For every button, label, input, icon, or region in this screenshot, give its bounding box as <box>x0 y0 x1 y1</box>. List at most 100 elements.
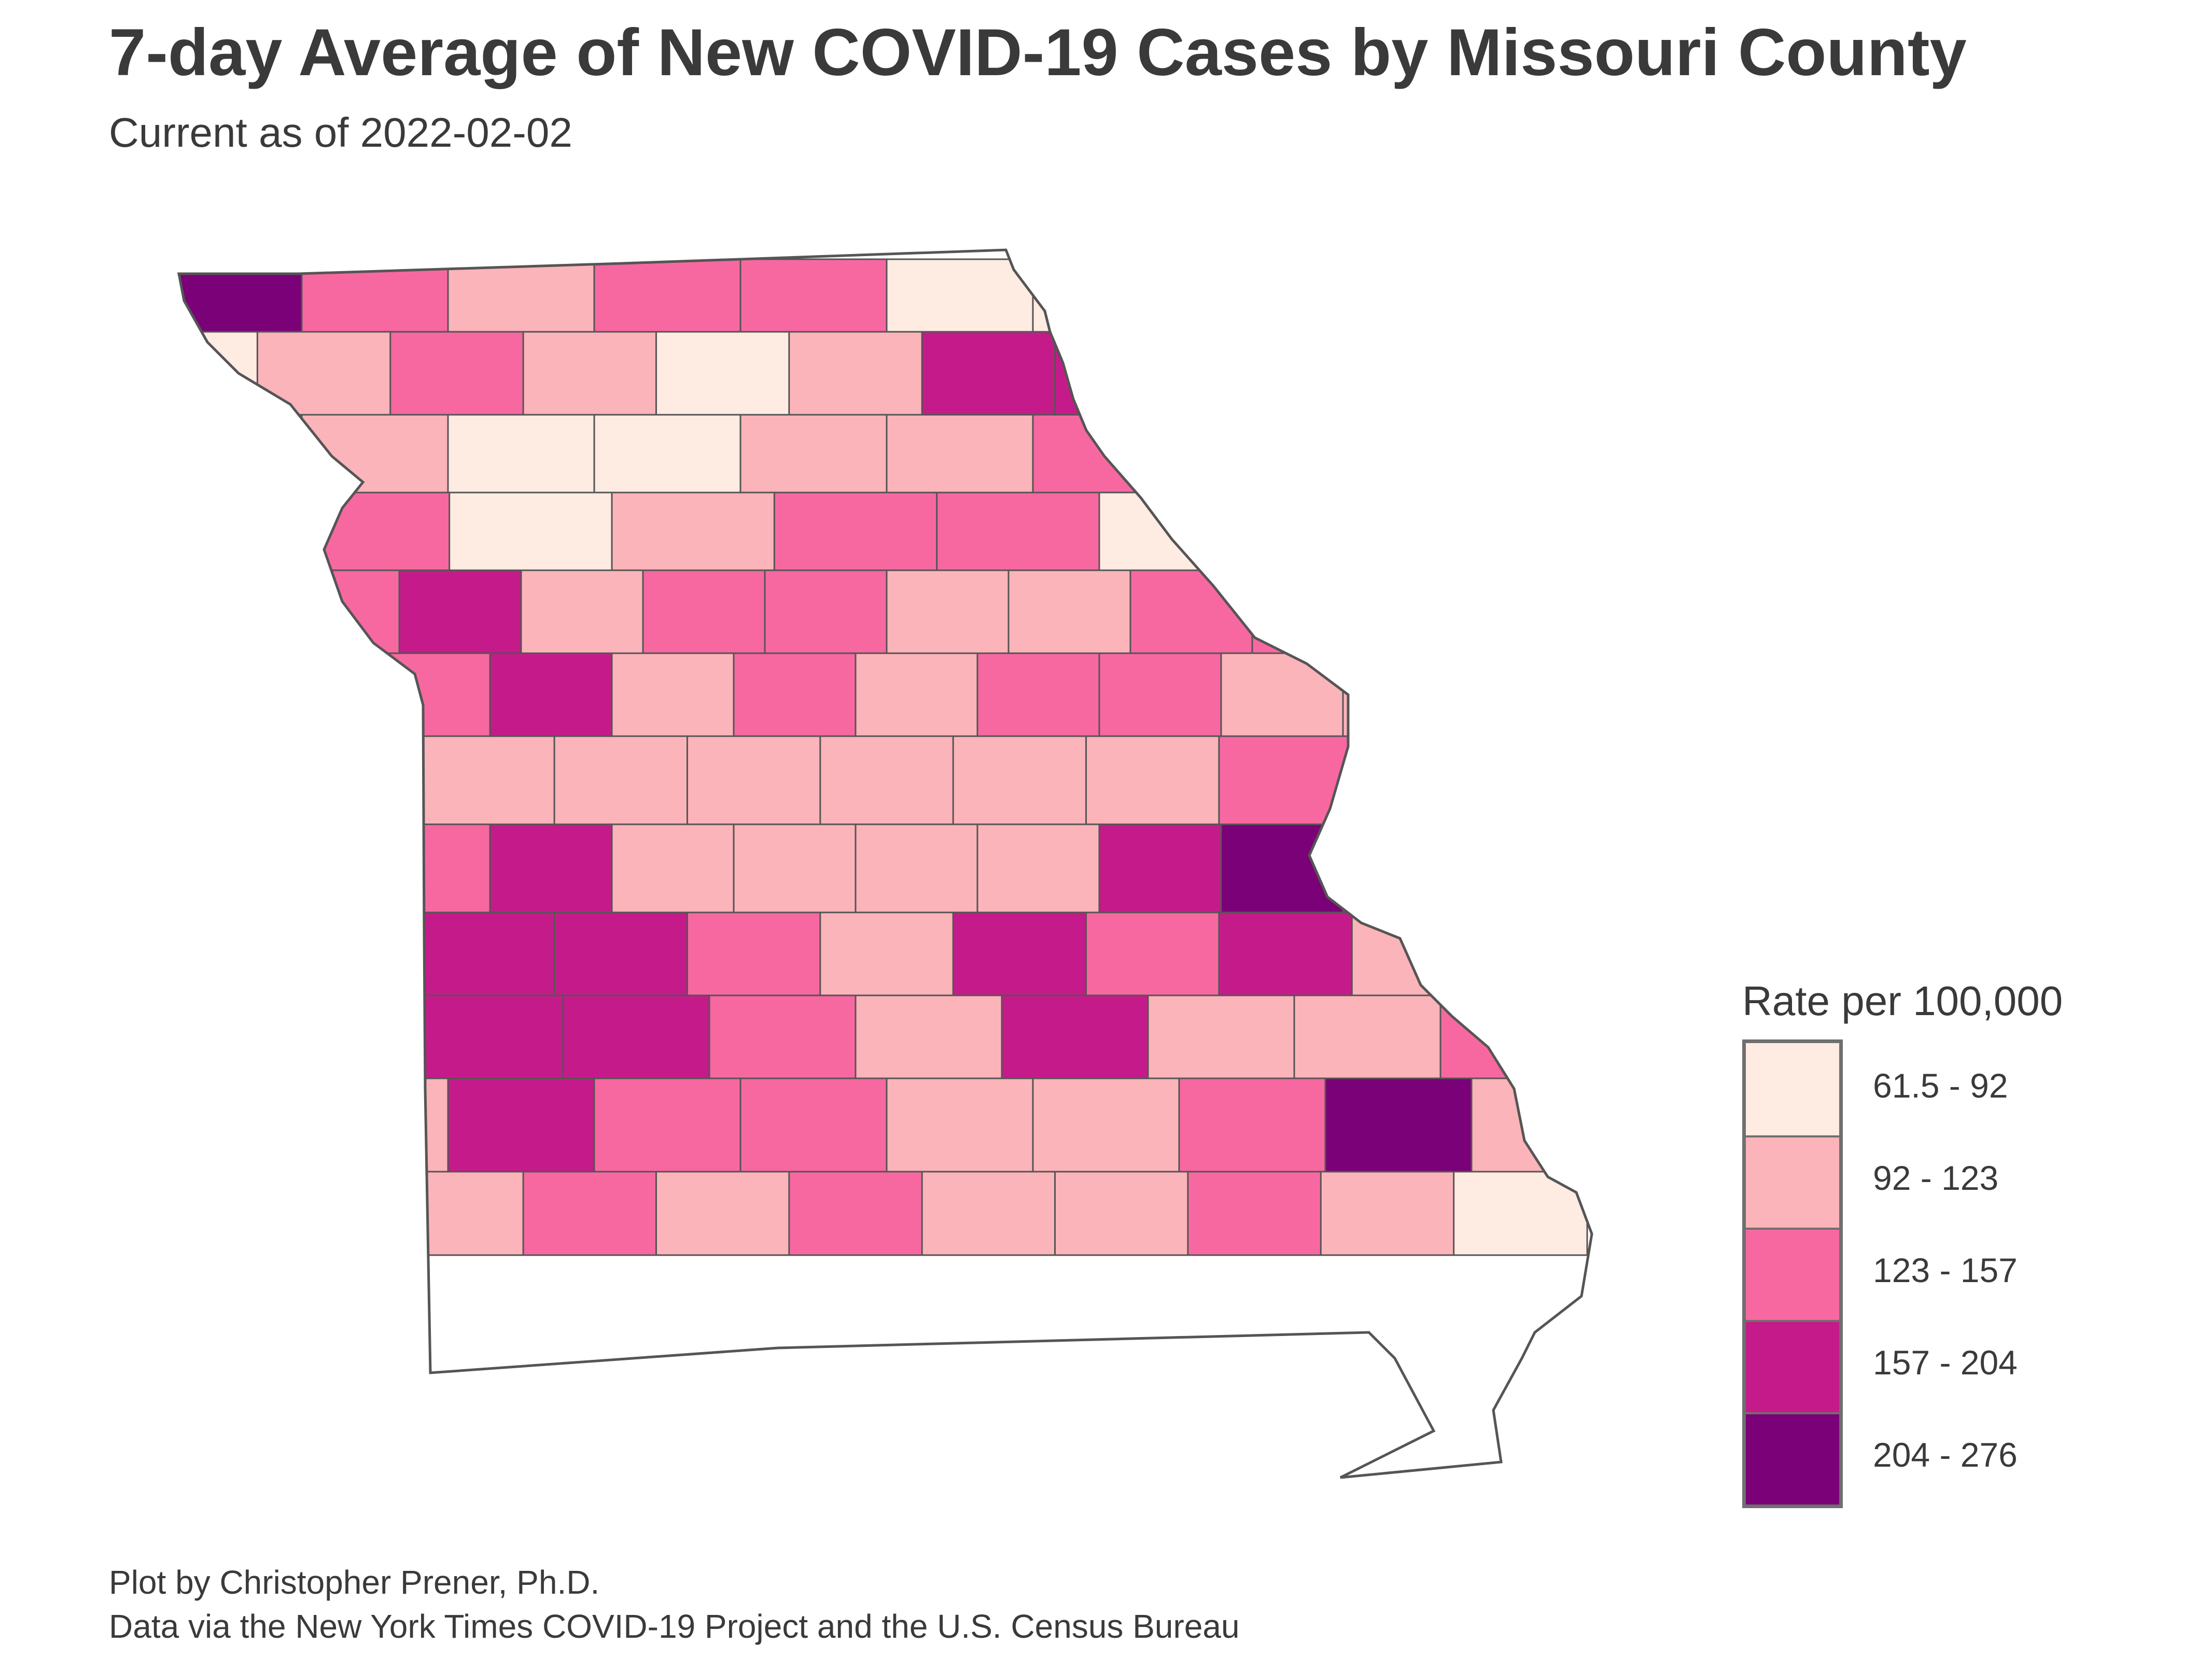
county-cell <box>686 911 822 997</box>
county-cell <box>1261 491 1426 572</box>
county-cell <box>1324 414 1473 494</box>
county-cell <box>1320 331 1455 416</box>
county-cell <box>1178 414 1327 494</box>
county-cell <box>788 1171 923 1256</box>
county-cell <box>421 911 556 997</box>
map-subtitle: Current as of 2022-02-02 <box>109 109 572 156</box>
county-cell <box>1342 823 1466 914</box>
county-cell <box>655 331 791 416</box>
county-cell <box>686 735 822 826</box>
county-cell <box>245 823 370 914</box>
county-cell <box>886 569 1010 655</box>
county-cell <box>733 823 857 914</box>
county-cell <box>1293 994 1442 1080</box>
county-cell <box>447 258 596 333</box>
county-cell <box>553 911 689 997</box>
county-cell <box>421 735 556 826</box>
county-cell <box>855 823 979 914</box>
county-cell <box>270 994 418 1080</box>
map-title: 7-day Average of New COVID-19 Cases by M… <box>109 16 1967 90</box>
county-cell <box>886 414 1034 494</box>
county-cell <box>179 414 303 494</box>
county-cell <box>179 911 290 997</box>
legend-swatch-2 <box>1746 1135 1839 1228</box>
county-cell <box>1320 1171 1455 1256</box>
county-cell <box>739 414 888 494</box>
county-cell <box>1453 331 1588 416</box>
county-cell <box>1484 911 1592 997</box>
county-cell <box>611 491 776 572</box>
county-cell <box>1054 1171 1189 1256</box>
county-cell <box>179 258 303 333</box>
county-cell <box>1220 652 1345 738</box>
county-cell <box>179 491 319 572</box>
legend-swatch-4 <box>1746 1320 1839 1412</box>
county-cell <box>389 1171 525 1256</box>
county-cell <box>1178 258 1327 333</box>
county-cell <box>1484 735 1592 826</box>
county-cell <box>1032 258 1181 333</box>
county-cell <box>522 331 657 416</box>
county-cell <box>179 735 290 826</box>
county-cell <box>1187 331 1322 416</box>
county-cell <box>1085 735 1221 826</box>
county-cell <box>773 491 939 572</box>
county-cell <box>447 1077 596 1173</box>
county-cell <box>788 331 923 416</box>
county-cell <box>1342 652 1466 738</box>
county-cell <box>416 994 565 1080</box>
county-cell <box>739 258 888 333</box>
county-cell <box>553 735 689 826</box>
county-cell <box>1098 652 1223 738</box>
county-cell <box>708 994 857 1080</box>
county-cell <box>855 994 1003 1080</box>
county-cell <box>1324 1077 1473 1173</box>
county-cell <box>179 1077 303 1173</box>
county-cell <box>256 331 392 416</box>
county-cell <box>952 911 1088 997</box>
county-cell <box>886 258 1034 333</box>
county-cell <box>642 569 766 655</box>
county-cell <box>733 652 857 738</box>
county-cell <box>936 491 1101 572</box>
county-cell <box>489 652 613 738</box>
county-cell <box>367 652 492 738</box>
caption-author: Plot by Christopher Prener, Ph.D. <box>109 1564 600 1601</box>
county-cell <box>1373 569 1497 655</box>
county-cell <box>179 652 279 738</box>
county-cell <box>367 823 492 914</box>
county-cell <box>855 652 979 738</box>
county-cells <box>179 258 1592 1256</box>
county-cell <box>593 258 742 333</box>
county-cell <box>1220 823 1345 914</box>
legend-label-2: 92 - 123 <box>1873 1159 1999 1197</box>
county-cell <box>1251 569 1376 655</box>
county-cell <box>976 652 1101 738</box>
legend: Rate per 100,000 61.5 - 92 92 - 123 123 … <box>1742 977 2063 1508</box>
county-cell <box>522 1171 657 1256</box>
county-cell <box>1147 994 1296 1080</box>
legend-label-5: 204 - 276 <box>1873 1436 2018 1474</box>
caption-source: Data via the New York Times COVID-19 Pro… <box>109 1608 1240 1645</box>
county-cell <box>921 1171 1057 1256</box>
county-cell <box>179 823 279 914</box>
county-cell <box>1085 911 1221 997</box>
county-cell <box>1464 823 1588 914</box>
legend-swatch-1 <box>1746 1043 1839 1135</box>
county-cell <box>952 735 1088 826</box>
county-cell <box>1453 1171 1588 1256</box>
county-cell <box>1439 994 1588 1080</box>
county-cell <box>1471 414 1592 494</box>
county-cell <box>921 331 1057 416</box>
county-cell <box>1032 414 1181 494</box>
county-cell <box>611 652 735 738</box>
legend-label-4: 157 - 204 <box>1873 1343 2018 1382</box>
county-cell <box>398 569 523 655</box>
county-cell <box>1218 911 1353 997</box>
county-cell <box>1032 1077 1181 1173</box>
county-cell <box>1351 735 1487 826</box>
county-cell <box>1464 652 1588 738</box>
county-cell <box>1324 258 1473 333</box>
county-cell <box>1423 491 1588 572</box>
county-cell <box>1007 569 1132 655</box>
